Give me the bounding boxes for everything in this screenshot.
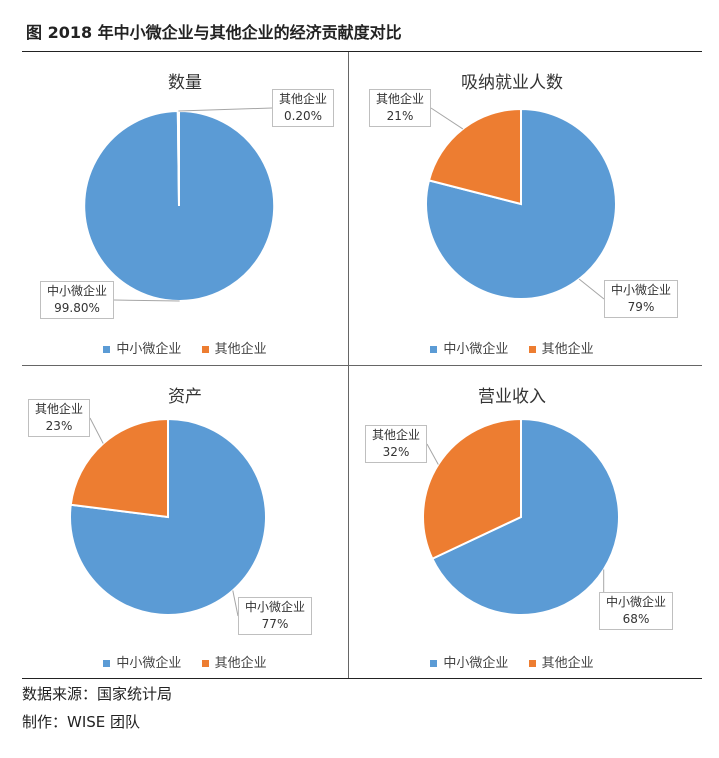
legend-swatch-other — [528, 660, 536, 667]
data-label-other: 其他企业 32% — [365, 425, 428, 463]
legend-swatch-other — [528, 346, 536, 353]
legend-label-other: 其他企业 — [214, 656, 267, 671]
pie-panel-employment: 吸纳就业人数 其他企业 21% 中小微企业 79% 中小微企业 其他企业 — [349, 52, 679, 365]
legend-swatch-sme — [430, 346, 438, 353]
data-label-sme-name: 中小微企业 — [245, 600, 306, 614]
figure-title: 图 2018 年中小微企业与其他企业的经济贡献度对比 — [22, 14, 702, 52]
legend-item-sme: 中小微企业 — [103, 652, 181, 671]
legend-label-sme: 中小微企业 — [443, 342, 509, 357]
data-label-other: 其他企业 23% — [28, 399, 91, 437]
chart-title: 资产 — [168, 387, 202, 407]
chart-title: 营业收入 — [478, 387, 546, 407]
chart-grid: 数量 其他企业 0.20% 中小微企业 99.80% 中小微企业 其他企业 吸纳… — [22, 52, 702, 679]
legend: 中小微企业 其他企业 — [22, 338, 348, 357]
data-label-other-value: 21% — [386, 109, 414, 123]
data-label-sme-value: 79% — [627, 300, 655, 314]
leader-line — [178, 107, 273, 112]
data-label-sme: 中小微企业 99.80% — [40, 281, 115, 319]
legend: 中小微企业 其他企业 — [349, 338, 675, 357]
legend-item-sme: 中小微企业 — [430, 338, 508, 357]
legend-label-sme: 中小微企业 — [116, 656, 182, 671]
pie-panel-assets: 资产 其他企业 23% 中小微企业 77% 中小微企业 其他企业 — [22, 366, 348, 679]
data-label-other-name: 其他企业 — [35, 402, 84, 416]
legend-swatch-sme — [103, 346, 111, 353]
pie-slice-other — [176, 109, 180, 207]
data-label-other: 其他企业 0.20% — [272, 89, 335, 127]
leader-line — [113, 299, 180, 302]
legend-label-other: 其他企业 — [541, 342, 594, 357]
data-label-sme-name: 中小微企业 — [606, 595, 667, 609]
legend-label-sme: 中小微企业 — [116, 342, 182, 357]
leader-line — [430, 107, 464, 130]
data-label-other-value: 32% — [382, 445, 410, 459]
legend-label-other: 其他企业 — [214, 342, 267, 357]
leader-line — [426, 443, 439, 465]
data-label-other-name: 其他企业 — [372, 428, 421, 442]
pie-chart-employment — [424, 107, 617, 300]
chart-title: 数量 — [168, 73, 202, 93]
pie-chart-quantity — [83, 107, 276, 302]
legend-item-sme: 中小微企业 — [430, 652, 508, 671]
data-label-sme: 中小微企业 77% — [238, 597, 313, 635]
pie-chart-assets — [69, 417, 267, 617]
author-note: 制作：WISE 团队 — [22, 713, 141, 731]
data-label-sme-name: 中小微企业 — [611, 283, 672, 297]
data-label-sme-name: 中小微企业 — [47, 284, 108, 298]
data-label-sme: 中小微企业 68% — [599, 592, 674, 630]
data-label-other-name: 其他企业 — [376, 92, 425, 106]
data-label-other-value: 23% — [45, 419, 73, 433]
pie-slice-sme — [424, 107, 617, 300]
pie-chart-revenue — [422, 417, 620, 616]
data-label-other-value: 0.20% — [283, 109, 323, 123]
legend-item-sme: 中小微企业 — [103, 338, 181, 357]
chart-title: 吸纳就业人数 — [461, 73, 563, 93]
pie-panel-revenue: 营业收入 其他企业 32% 中小微企业 68% 中小微企业 其他企业 — [349, 366, 675, 679]
legend-item-other: 其他企业 — [528, 652, 594, 671]
data-label-other: 其他企业 21% — [369, 89, 432, 127]
data-label-other-name: 其他企业 — [279, 92, 328, 106]
legend-label-other: 其他企业 — [541, 656, 594, 671]
source-note: 数据来源：国家统计局 — [22, 685, 173, 703]
legend-swatch-other — [201, 660, 209, 667]
leader-line — [89, 417, 104, 444]
data-label-sme: 中小微企业 79% — [604, 280, 679, 318]
legend-label-sme: 中小微企业 — [443, 656, 509, 671]
legend-swatch-sme — [430, 660, 438, 667]
leader-line — [232, 590, 239, 617]
leader-line — [578, 278, 605, 300]
legend-item-other: 其他企业 — [201, 338, 267, 357]
data-label-sme-value: 77% — [261, 617, 289, 631]
legend: 中小微企业 其他企业 — [22, 652, 348, 671]
horizontal-divider — [22, 365, 702, 366]
data-label-sme-value: 99.80% — [54, 301, 100, 315]
legend-swatch-sme — [103, 660, 111, 667]
data-label-sme-value: 68% — [622, 612, 650, 626]
legend-item-other: 其他企业 — [201, 652, 267, 671]
pie-slice-sme — [430, 417, 620, 616]
legend: 中小微企业 其他企业 — [349, 652, 675, 671]
legend-swatch-other — [201, 346, 209, 353]
legend-item-other: 其他企业 — [528, 338, 594, 357]
pie-panel-quantity: 数量 其他企业 0.20% 中小微企业 99.80% 中小微企业 其他企业 — [22, 52, 348, 365]
